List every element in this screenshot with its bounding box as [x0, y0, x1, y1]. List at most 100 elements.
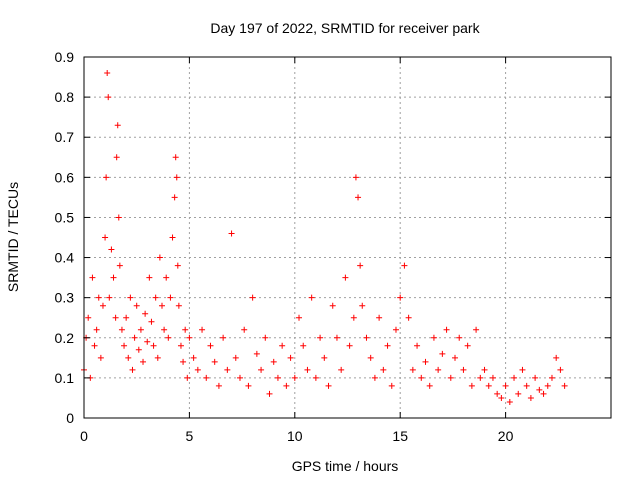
data-point — [536, 386, 543, 393]
data-point — [325, 382, 332, 389]
data-point — [405, 314, 412, 321]
data-point — [163, 274, 170, 281]
data-point — [519, 366, 526, 373]
data-point — [401, 262, 408, 269]
data-point — [199, 326, 206, 333]
data-point — [477, 374, 484, 381]
data-point — [152, 294, 159, 301]
data-point — [384, 342, 391, 349]
y-tick-label: 0.3 — [55, 290, 75, 306]
data-point — [355, 194, 362, 201]
data-point — [180, 358, 187, 365]
data-point — [304, 366, 311, 373]
data-point — [91, 342, 98, 349]
data-point — [245, 382, 252, 389]
data-point — [135, 346, 142, 353]
data-point — [253, 350, 260, 357]
data-point — [464, 342, 471, 349]
data-point — [169, 234, 176, 241]
y-tick-label: 0.1 — [55, 370, 75, 386]
data-point — [99, 302, 106, 309]
data-point — [121, 342, 128, 349]
data-point — [154, 354, 161, 361]
data-point — [108, 246, 115, 253]
data-point — [376, 314, 383, 321]
data-point — [270, 358, 277, 365]
data-point — [104, 70, 111, 77]
data-point — [452, 354, 459, 361]
data-point — [422, 358, 429, 365]
x-tick-label: 5 — [186, 428, 194, 444]
data-point — [460, 366, 467, 373]
data-point — [106, 294, 113, 301]
data-point — [194, 366, 201, 373]
data-point — [113, 154, 120, 161]
data-point — [473, 326, 480, 333]
y-tick-label: 0.4 — [55, 250, 75, 266]
data-point — [241, 326, 248, 333]
data-point — [511, 374, 518, 381]
data-point — [95, 294, 102, 301]
data-point — [363, 334, 370, 341]
data-point — [338, 366, 345, 373]
data-point — [532, 374, 539, 381]
data-point — [148, 318, 155, 325]
data-point — [258, 366, 265, 373]
data-point — [544, 382, 551, 389]
data-point — [392, 326, 399, 333]
data-point — [114, 122, 121, 129]
data-point — [317, 334, 324, 341]
data-point — [468, 382, 475, 389]
data-point — [308, 294, 315, 301]
data-point — [207, 342, 214, 349]
data-point — [527, 394, 534, 401]
data-point — [190, 354, 197, 361]
data-point — [224, 366, 231, 373]
data-point — [540, 390, 547, 397]
data-point — [182, 326, 189, 333]
data-point — [115, 214, 122, 221]
data-point — [371, 374, 378, 381]
data-point — [116, 262, 123, 269]
data-point — [489, 374, 496, 381]
data-point — [426, 382, 433, 389]
y-tick-label: 0.9 — [55, 49, 75, 65]
data-point — [125, 354, 132, 361]
data-point — [175, 302, 182, 309]
data-point — [557, 366, 564, 373]
data-point — [167, 294, 174, 301]
data-point — [118, 326, 125, 333]
data-point — [127, 294, 134, 301]
data-point — [161, 326, 168, 333]
data-point — [144, 338, 151, 345]
data-point — [342, 274, 349, 281]
x-tick-label: 0 — [80, 428, 88, 444]
x-tick-label: 15 — [392, 428, 408, 444]
data-point — [142, 310, 149, 317]
data-point — [184, 374, 191, 381]
data-point — [137, 326, 144, 333]
data-point — [485, 382, 492, 389]
data-point — [553, 354, 560, 361]
data-point — [103, 174, 110, 181]
data-point — [129, 366, 136, 373]
data-point — [333, 334, 340, 341]
data-point — [506, 398, 513, 405]
grid — [84, 57, 611, 418]
data-point — [548, 374, 555, 381]
data-point — [447, 374, 454, 381]
data-point — [173, 174, 180, 181]
data-point — [357, 262, 364, 269]
data-point — [85, 314, 92, 321]
data-point — [133, 302, 140, 309]
data-point — [494, 390, 501, 397]
data-point — [262, 334, 269, 341]
data-point — [215, 382, 222, 389]
data-point — [291, 374, 298, 381]
data-point — [359, 302, 366, 309]
data-point — [158, 302, 165, 309]
data-point — [228, 230, 235, 237]
data-point — [249, 294, 256, 301]
